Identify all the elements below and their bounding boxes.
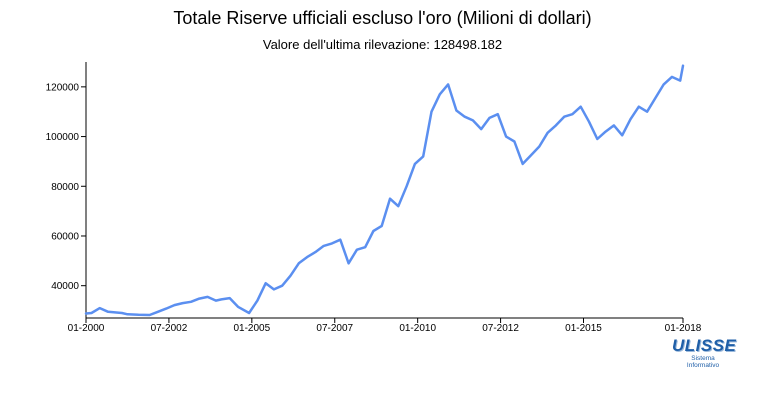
chart-title: Totale Riserve ufficiali escluso l'oro (… <box>173 8 592 28</box>
y-tick-label: 100000 <box>46 132 80 143</box>
x-tick-label: 07-2012 <box>482 323 519 334</box>
chart-axes <box>85 62 683 319</box>
y-tick-group: 40000 60000 80000 100000 120000 <box>46 82 86 292</box>
y-tick-label: 40000 <box>51 281 79 292</box>
x-tick-label: 01-2018 <box>665 323 702 334</box>
x-tick-group: 01-2000 07-2002 01-2005 07-2007 01-2010 07-20… <box>68 318 702 334</box>
y-tick-label: 120000 <box>46 82 80 93</box>
chart-subtitle: Valore dell'ultima rilevazione: 128498.1… <box>262 37 503 52</box>
y-tick-label: 60000 <box>51 231 79 242</box>
ulisse-logo: ULISSE Sistema Informativo <box>672 336 737 370</box>
series-line <box>84 64 685 317</box>
logo-subtext-1: Sistema <box>691 355 715 362</box>
x-tick-label: 01-2005 <box>233 323 270 334</box>
x-tick-label: 07-2002 <box>151 323 188 334</box>
x-tick-label: 01-2010 <box>399 323 436 334</box>
logo-subtext-2: Informativo <box>686 362 720 369</box>
x-tick-label: 07-2007 <box>316 323 353 334</box>
logo-wordmark: ULISSE <box>672 336 737 355</box>
x-tick-label: 01-2015 <box>565 323 602 334</box>
y-tick-label: 80000 <box>51 182 79 193</box>
x-tick-label: 01-2000 <box>68 323 105 334</box>
